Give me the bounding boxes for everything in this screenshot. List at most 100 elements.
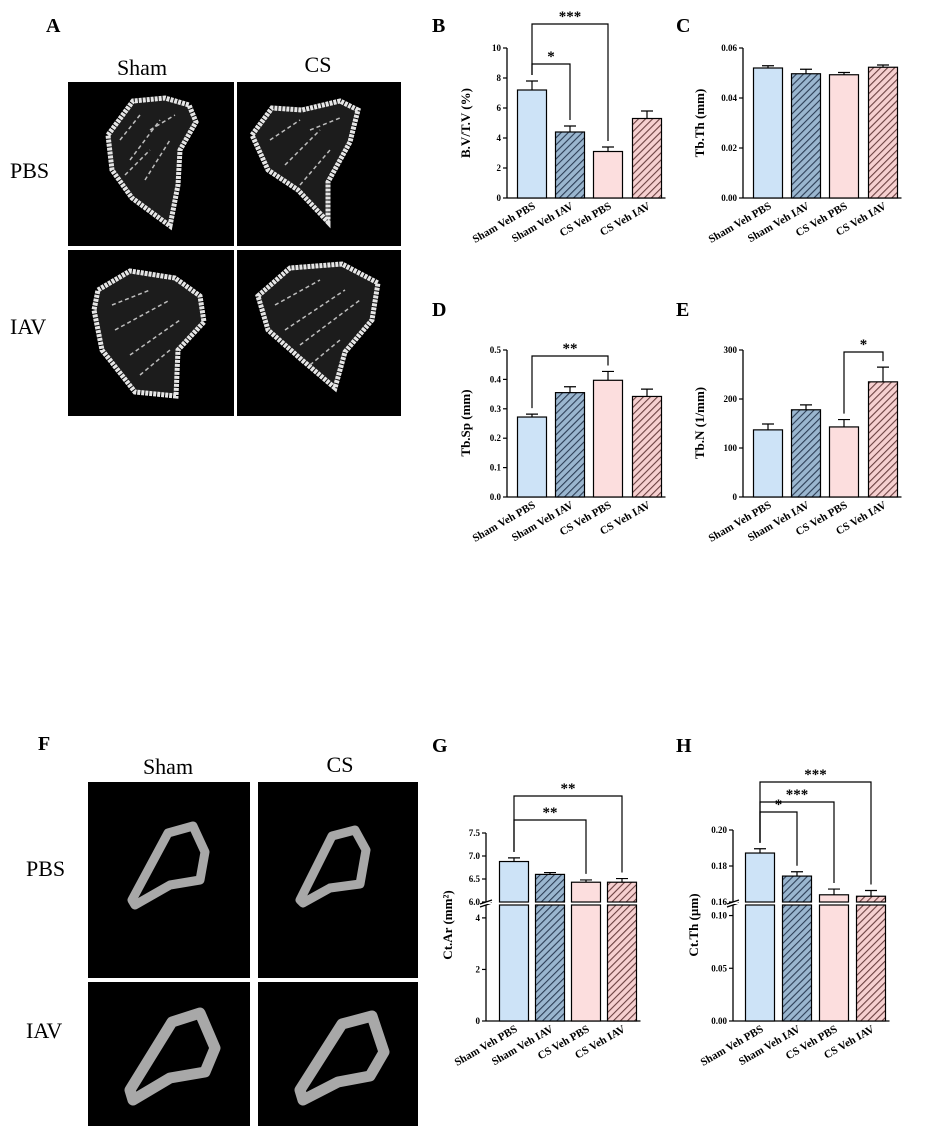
chart-b-bar-1 — [554, 131, 586, 199]
chart-d-ytick-label-0: 0.0 — [490, 492, 502, 502]
chart-h-ytick-upper-label-2: 0.20 — [711, 825, 727, 835]
chart-g-ytick-lower-label-0: 0 — [476, 1016, 481, 1026]
column-label-sham: Sham — [117, 55, 167, 80]
chart-h-break-gap — [734, 903, 891, 904]
panel-letter-c: C — [676, 15, 690, 37]
chart-b-ytick-label-5: 10 — [492, 43, 502, 53]
chart-g-break-gap — [487, 903, 642, 904]
chart-b-errorbar-1 — [564, 125, 576, 132]
chart-b-xlabel-0: Sham Veh PBS — [471, 200, 538, 246]
chart-g-ytick-lower-label-1: 2 — [476, 964, 481, 974]
chart-d-ytick-label-1: 0.1 — [490, 463, 502, 473]
chart-g-errorbar-1 — [544, 871, 556, 875]
chart-e-ytick-label-1: 100 — [724, 443, 738, 453]
chart-g-bar-upper-2 — [570, 881, 602, 903]
chart-h-sig-label-1: *** — [786, 787, 809, 803]
chart-g-bar-upper-1 — [534, 873, 566, 903]
chart-h-bar-lower-0 — [744, 904, 776, 1022]
chart-d-xlabel-0: Sham Veh PBS — [471, 499, 538, 545]
chart-c-ytick-label-2: 0.04 — [721, 93, 737, 103]
chart-g-ylabel: Ct.Ar (mm²) — [440, 890, 455, 959]
chart-b-bar-0 — [516, 89, 548, 199]
chart-g-errorbar-2 — [580, 879, 592, 883]
chart-c-errorbar-2 — [838, 71, 850, 75]
chart-d-ytick-label-4: 0.4 — [490, 374, 502, 384]
chart-b-ytick-label-3: 6 — [497, 103, 502, 113]
chart-b-ytick-label-0: 0 — [497, 193, 502, 203]
panel-letter-g: G — [432, 735, 448, 757]
chart-d-ylabel: Tb.Sp (mm) — [458, 389, 473, 456]
chart-h-ytick-lower-label-1: 0.05 — [711, 963, 727, 973]
image-a-cs-pbs — [237, 82, 401, 246]
chart-b-ylabel: B.V/T.V (%) — [458, 88, 473, 158]
chart-g-bar-upper-3 — [606, 881, 638, 903]
row-label-iav-f: IAV — [26, 1018, 62, 1043]
chart-e-ytick-label-2: 200 — [724, 394, 738, 404]
chart-d-bar-3 — [631, 395, 663, 498]
chart-d-bar-2 — [592, 379, 624, 498]
image-f-sham-iav — [88, 982, 250, 1126]
chart-e-errorbar-2 — [838, 418, 850, 427]
chart-h-bar-lower-3 — [855, 904, 887, 1022]
chart-g-bar-lower-0 — [498, 904, 530, 1022]
image-f-cs-pbs — [258, 782, 418, 978]
chart-h-sig-bracket-2 — [759, 781, 872, 885]
image-f-cs-iav — [258, 982, 418, 1126]
chart-h-ytick-upper-label-1: 0.18 — [711, 861, 727, 871]
chart-g-sig-label-1: ** — [561, 781, 576, 797]
chart-b-errorbar-0 — [526, 80, 538, 90]
panel-letter-d: D — [432, 299, 446, 321]
chart-c-bar-0 — [752, 67, 784, 199]
chart-e-errorbar-0 — [762, 423, 774, 430]
chart-c-bar-1 — [790, 73, 822, 199]
image-a-cs-iav — [237, 250, 401, 416]
chart-c-bar-2 — [828, 74, 860, 199]
chart-c-ytick-label-0: 0.00 — [721, 193, 737, 203]
column-label-cs-f: CS — [327, 752, 354, 777]
image-a-sham-iav — [68, 250, 234, 416]
chart-e-bar-2 — [828, 426, 860, 498]
chart-g-sig-label-0: ** — [543, 805, 558, 821]
chart-h-sig-label-0: * — [775, 797, 783, 813]
chart-e-ylabel: Tb.N (1/mm) — [692, 387, 707, 459]
chart-c-errorbar-3 — [877, 64, 889, 68]
chart-c-bar-3 — [867, 66, 899, 199]
chart-h-errorbar-2 — [828, 888, 840, 895]
chart-h-ytick-upper-label-0: 0.16 — [711, 897, 727, 907]
panel-letter-b: B — [432, 15, 445, 37]
chart-g-ytick-upper-label-1: 6.5 — [469, 874, 481, 884]
chart-d-errorbar-0 — [526, 413, 538, 418]
chart-b-bar-2 — [592, 150, 624, 199]
chart-c-xlabel-0: Sham Veh PBS — [707, 200, 774, 246]
chart-d-bar-0 — [516, 416, 548, 498]
chart-b-sig-label-0: * — [547, 49, 555, 65]
panel-letter-h: H — [676, 735, 692, 757]
row-label-iav: IAV — [10, 314, 46, 339]
row-label-pbs: PBS — [10, 158, 49, 183]
chart-e-sig-bracket-0 — [843, 351, 884, 414]
chart-d-sig-label-0: ** — [563, 341, 578, 357]
chart-g-errorbar-0 — [508, 857, 520, 862]
chart-g-errorbar-3 — [616, 877, 628, 883]
chart-g-bar-lower-1 — [534, 904, 566, 1022]
chart-e-bar-0 — [752, 429, 784, 498]
chart-g-ytick-upper-label-2: 7.0 — [469, 851, 481, 861]
chart-c-ytick-label-1: 0.02 — [721, 143, 737, 153]
chart-b-bar-3 — [631, 117, 663, 199]
chart-d-errorbar-3 — [641, 388, 653, 397]
chart-d-errorbar-2 — [602, 370, 614, 381]
panel-letter-a: A — [46, 15, 61, 37]
chart-d-sig-bracket-0 — [531, 355, 609, 409]
chart-e-bar-3 — [867, 381, 899, 498]
panel-letter-f: F — [38, 733, 50, 755]
panel-letter-e: E — [676, 299, 689, 321]
chart-e-errorbar-3 — [877, 366, 889, 382]
chart-d-ytick-label-3: 0.3 — [490, 404, 502, 414]
chart-g-sig-bracket-1 — [513, 795, 623, 873]
chart-h-errorbar-3 — [865, 889, 877, 897]
chart-c-errorbar-1 — [800, 68, 812, 74]
chart-d-ytick-label-5: 0.5 — [490, 345, 502, 355]
chart-b-errorbar-3 — [641, 110, 653, 119]
chart-h-bar-lower-1 — [781, 904, 813, 1022]
